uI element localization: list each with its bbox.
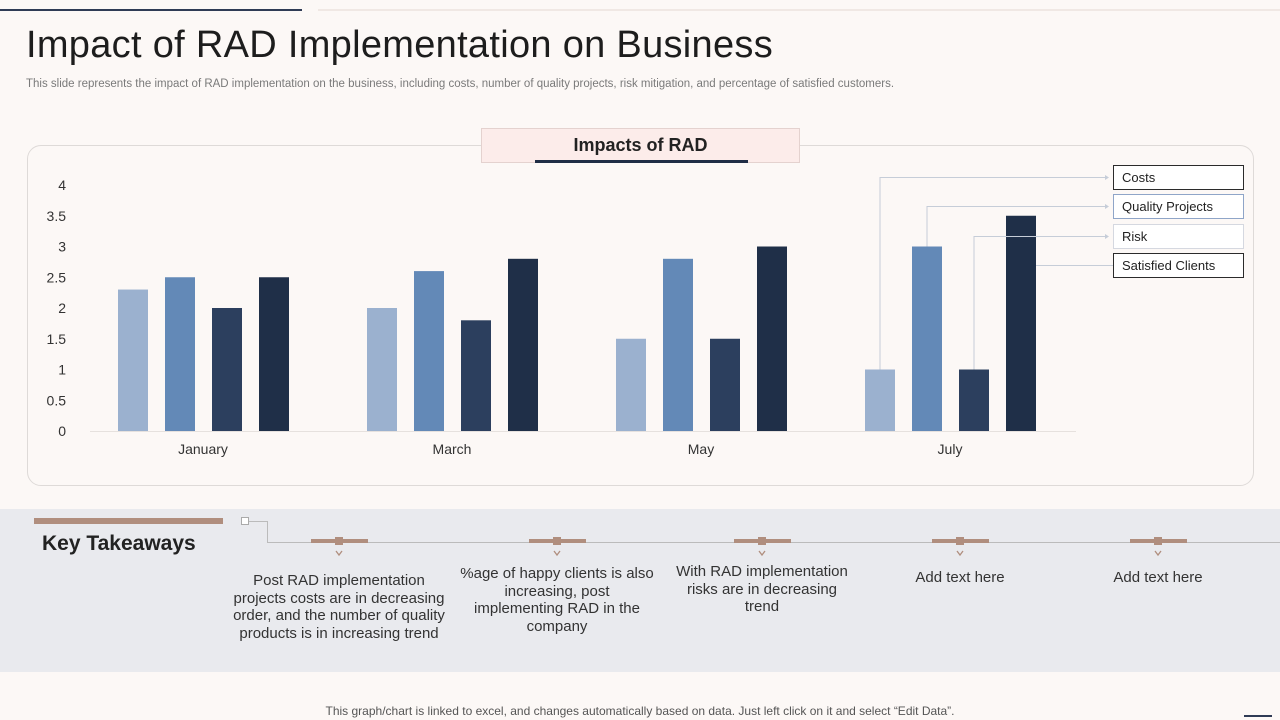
chevron-down-icon [553, 550, 561, 557]
bar-satisfied-clients[interactable] [1006, 215, 1036, 431]
bar-satisfied-clients[interactable] [757, 246, 787, 432]
takeaway-marker [932, 537, 989, 545]
bar-satisfied-clients[interactable] [259, 277, 289, 431]
bar-risk[interactable] [461, 320, 491, 431]
top-rule-light [318, 9, 1280, 11]
y-tick-label: 4 [58, 177, 66, 193]
takeaway-marker-dot [553, 537, 561, 545]
legend-leader-line [973, 236, 1105, 370]
takeaway-text: Add text here [915, 569, 1005, 586]
legend-leader-line [879, 177, 1105, 370]
legend-item-risk[interactable]: Risk [1113, 224, 1244, 249]
legend-item-quality-projects[interactable]: Quality Projects [1113, 194, 1244, 219]
x-tick-label: March [433, 441, 472, 457]
legend-leader-line [926, 206, 1105, 247]
takeaways-band [0, 509, 1280, 672]
takeaways-connector-line [249, 521, 267, 522]
takeaways-title: Key Takeaways [42, 532, 196, 555]
takeaway-marker [311, 537, 368, 545]
takeaway-text: Post RAD implementation projects costs a… [233, 572, 445, 642]
chevron-down-icon [1154, 550, 1162, 557]
takeaways-accent-bar [34, 518, 223, 524]
legend-leader-arrow [1105, 234, 1109, 239]
bar-risk[interactable] [959, 369, 989, 432]
bar-satisfied-clients[interactable] [508, 258, 538, 431]
legend-item-costs[interactable]: Costs [1113, 165, 1244, 190]
bar-quality-projects[interactable] [165, 277, 195, 431]
chart-title-underline [535, 160, 748, 163]
legend-leader-arrow [1105, 175, 1109, 180]
takeaway-marker [529, 537, 586, 545]
takeaways-connector-line [267, 521, 268, 542]
chevron-down-icon [956, 550, 964, 557]
bar-risk[interactable] [212, 308, 242, 431]
takeaways-connector-square [241, 517, 249, 525]
takeaway-marker-dot [335, 537, 343, 545]
bar-quality-projects[interactable] [663, 258, 693, 431]
y-tick-label: 0.5 [47, 392, 67, 408]
chevron-down-icon [758, 550, 766, 557]
takeaway-marker-dot [956, 537, 964, 545]
bar-quality-projects[interactable] [414, 271, 444, 431]
bar-costs[interactable] [865, 369, 895, 432]
page-subtitle: This slide represents the impact of RAD … [26, 78, 895, 90]
takeaway-marker [734, 537, 791, 545]
x-tick-label: May [688, 441, 714, 457]
y-tick-label: 1.5 [47, 331, 67, 347]
x-tick-label: January [178, 441, 228, 457]
footer-note: This graph/chart is linked to excel, and… [325, 704, 955, 718]
y-tick-label: 1 [58, 362, 66, 378]
legend-item-satisfied-clients[interactable]: Satisfied Clients [1113, 253, 1244, 278]
takeaway-marker [1130, 537, 1187, 545]
chevron-down-icon [335, 550, 343, 557]
y-tick-label: 0 [58, 423, 66, 439]
takeaway-text: Add text here [1113, 569, 1203, 586]
legend-leader-arrow [1105, 204, 1109, 209]
bar-costs[interactable] [616, 338, 646, 431]
takeaway-marker-dot [758, 537, 766, 545]
y-tick-label: 3 [58, 239, 66, 255]
takeaway-marker-dot [1154, 537, 1162, 545]
chart-title: Impacts of RAD [573, 135, 708, 155]
bar-costs[interactable] [118, 289, 148, 431]
corner-mark [1244, 715, 1272, 717]
chart-title-box: Impacts of RAD [481, 128, 800, 163]
bar-costs[interactable] [367, 308, 397, 431]
bar-risk[interactable] [710, 338, 740, 431]
x-tick-label: July [938, 441, 963, 457]
top-rule-dark [0, 9, 302, 11]
y-tick-label: 3.5 [47, 208, 67, 224]
takeaway-text: %age of happy clients is also increasing… [460, 565, 654, 635]
bar-quality-projects[interactable] [912, 246, 942, 432]
takeaway-text: With RAD implementation risks are in dec… [676, 563, 848, 616]
bar-chart[interactable]: 0 0.5 1 1.5 2 2.5 3 3.5 4 January March May July [0, 0, 1280, 500]
page-title: Impact of RAD Implementation on Business [26, 24, 774, 66]
y-tick-label: 2 [58, 300, 66, 316]
y-tick-label: 2.5 [47, 269, 67, 285]
